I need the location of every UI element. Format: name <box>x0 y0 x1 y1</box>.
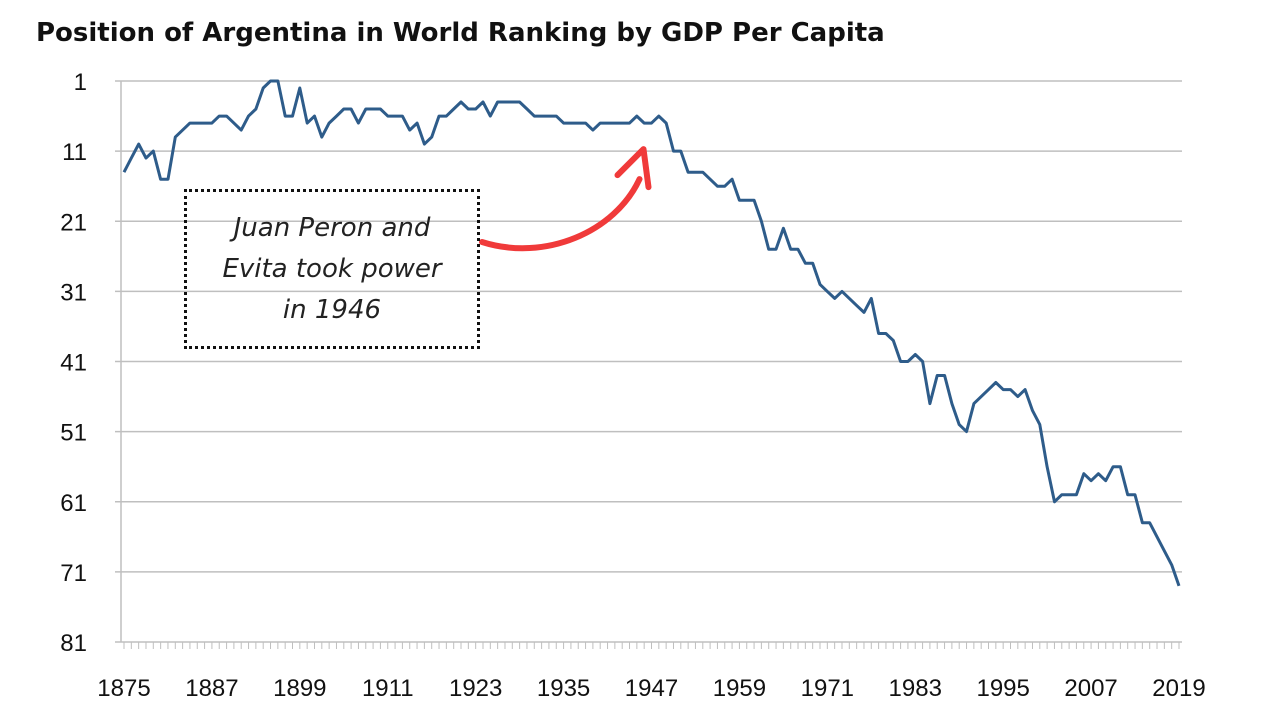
annotation-box: Juan Peron and Evita took power in 1946 <box>184 189 480 349</box>
x-tick-label-1971: 1971 <box>801 675 854 702</box>
x-tick-label-1959: 1959 <box>713 675 766 702</box>
x-tick-label-1923: 1923 <box>449 675 502 702</box>
x-tick-label-2007: 2007 <box>1064 675 1117 702</box>
x-tick-label-2019: 2019 <box>1152 675 1205 702</box>
y-tick-label-21: 21 <box>60 209 87 236</box>
series-group <box>122 79 1181 587</box>
annotation-arrow-head <box>614 146 652 191</box>
y-tick-label-11: 11 <box>62 139 87 166</box>
annotation-arrow-group <box>479 146 652 252</box>
y-tick-label-41: 41 <box>60 350 87 377</box>
y-tick-label-81: 81 <box>60 630 87 657</box>
y-tick-label-31: 31 <box>60 279 87 306</box>
x-tick-label-1935: 1935 <box>537 675 590 702</box>
x-tick-label-1983: 1983 <box>889 675 942 702</box>
annotation-arrow-shaft <box>479 176 643 252</box>
x-tick-label-1995: 1995 <box>976 675 1029 702</box>
axes <box>120 81 1180 649</box>
x-tick-labels: 1875 1887 1899 1911 1923 1935 1947 1959 1971 1983… <box>97 675 1205 702</box>
x-tick-label-1887: 1887 <box>185 675 238 702</box>
y-tick-label-1: 1 <box>74 69 87 96</box>
y-tick-label-71: 71 <box>60 560 87 587</box>
y-tick-label-61: 61 <box>60 490 87 517</box>
x-tick-label-1899: 1899 <box>273 675 326 702</box>
x-tick-label-1911: 1911 <box>362 675 414 702</box>
y-tick-label-51: 51 <box>60 420 87 447</box>
series-line-ranking <box>122 79 1181 587</box>
x-tick-label-1875: 1875 <box>97 675 150 702</box>
chart-title: Position of Argentina in World Ranking b… <box>36 18 885 48</box>
x-tick-label-1947: 1947 <box>625 675 678 702</box>
annotation-text: Juan Peron and Evita took power in 1946 <box>222 212 442 325</box>
